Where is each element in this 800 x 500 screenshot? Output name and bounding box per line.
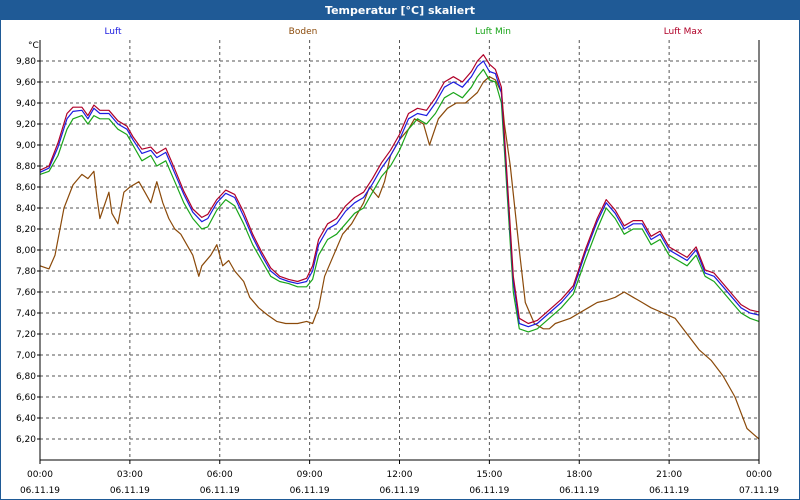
- x-tick-date-label: 06.11.19: [649, 486, 689, 496]
- x-tick-time-label: 12:00: [387, 470, 413, 480]
- y-tick-label: 9,80: [16, 57, 36, 67]
- y-tick-label: 6,40: [16, 414, 36, 424]
- y-tick-label: 8,40: [16, 204, 36, 214]
- axes: 6,20 6,40 6,60 6,80 7,00 7,20 7,40 7,60 7,80 8,00…: [16, 40, 779, 496]
- y-tick-label: 7,80: [16, 267, 36, 277]
- legend-entry-luft-max: Luft Max: [664, 27, 703, 37]
- x-tick-time-label: 09:00: [297, 470, 323, 480]
- series-line-luft: [39, 60, 760, 328]
- y-tick-label: 9,60: [16, 78, 36, 88]
- y-tick-label: 9,20: [16, 120, 36, 130]
- y-tick-label: 7,60: [16, 288, 36, 298]
- y-tick-label: 7,20: [16, 330, 36, 340]
- y-tick-label: 7,00: [16, 351, 36, 361]
- y-tick-label: 9,40: [16, 99, 36, 109]
- legend: Boden Luft Min Luft Luft Max: [104, 27, 703, 37]
- x-tick-date-label: 06.11.19: [290, 486, 330, 496]
- x-tick-date-label: 06.11.19: [379, 486, 419, 496]
- x-tick-time-label: 21:00: [656, 470, 682, 480]
- y-tick-label: 9,00: [16, 141, 36, 151]
- y-axis-label: °C: [28, 41, 39, 51]
- x-tick-date-label: 06.11.19: [200, 486, 240, 496]
- x-tick-time-label: 06:00: [207, 470, 233, 480]
- series-lines: [39, 54, 760, 440]
- y-tick-label: 6,80: [16, 372, 36, 382]
- legend-entry-boden: Boden: [289, 27, 318, 37]
- y-tick-label: 7,40: [16, 309, 36, 319]
- x-tick-date-label: 06.11.19: [559, 486, 599, 496]
- y-tick-label: 8,20: [16, 225, 36, 235]
- x-tick-time-label: 00:00: [27, 470, 53, 480]
- x-tick-time-label: 00:00: [746, 470, 772, 480]
- series-line-luft-max: [39, 54, 760, 325]
- legend-entry-luft-min: Luft Min: [475, 27, 511, 37]
- y-tick-label: 8,80: [16, 162, 36, 172]
- y-tick-label: 6,20: [16, 435, 36, 445]
- x-tick-date-label: 06.11.19: [20, 486, 60, 496]
- y-tick-label: 8,00: [16, 246, 36, 256]
- legend-entry-luft: Luft: [104, 27, 122, 37]
- y-tick-label: 6,60: [16, 393, 36, 403]
- chart-title: Temperatur [°C] skaliert: [1, 1, 799, 20]
- x-tick-date-label: 07.11.19: [739, 486, 779, 496]
- series-line-luft-min: [39, 68, 760, 333]
- x-tick-date-label: 06.11.19: [110, 486, 150, 496]
- y-tick-label: 8,60: [16, 183, 36, 193]
- x-tick-time-label: 15:00: [476, 470, 502, 480]
- x-tick-date-label: 06.11.19: [469, 486, 509, 496]
- x-tick-time-label: 18:00: [566, 470, 592, 480]
- series-line-boden: [39, 76, 760, 440]
- x-tick-time-label: 03:00: [117, 470, 143, 480]
